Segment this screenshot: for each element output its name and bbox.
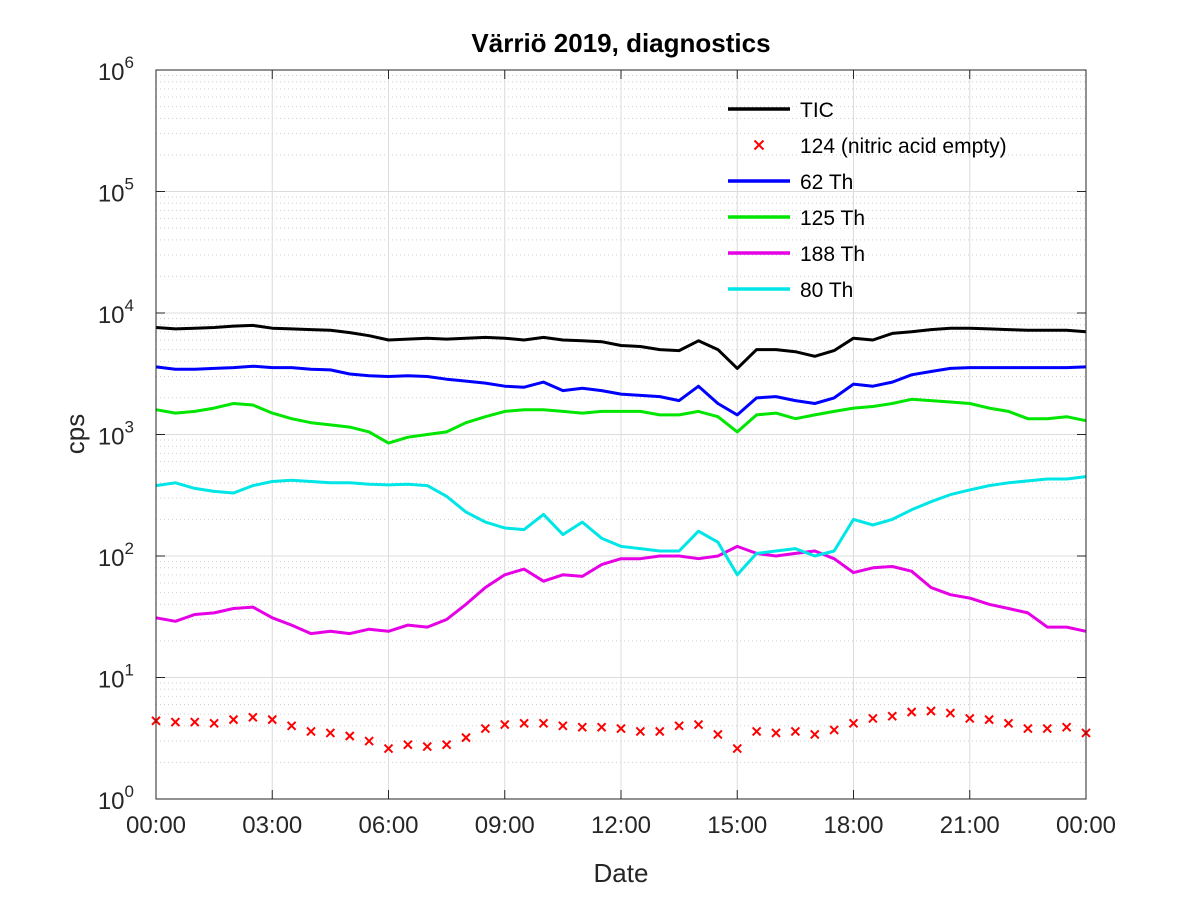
x-tick-label: 09:00: [475, 812, 535, 839]
data-point-marker: [190, 717, 200, 727]
data-point-marker: [519, 718, 529, 728]
data-point-marker: [306, 726, 316, 737]
legend-label: 188 Th: [800, 243, 865, 266]
data-point-marker: [403, 739, 413, 750]
series-line: [155, 364, 1087, 417]
x-tick-label: 18:00: [823, 812, 883, 839]
data-point-marker: [848, 718, 859, 728]
ticks: 00:00 03:00 06:00 09:00 12:00 15:00 18:00 21:00…: [98, 53, 1116, 839]
data-point-marker: [1042, 723, 1052, 734]
x-axis-label: Date: [594, 858, 649, 888]
y-tick-label: 103: [98, 418, 134, 451]
data-point-marker: [732, 743, 742, 754]
series-line: [155, 475, 1087, 577]
data-point-marker: [751, 726, 762, 737]
data-point-marker: [500, 719, 510, 730]
data-point-marker: [596, 722, 607, 732]
data-point-marker: [674, 721, 684, 731]
series-line: [155, 544, 1087, 636]
series-62: [155, 364, 1087, 417]
data-point-marker: [868, 713, 878, 724]
data-point-marker: [1003, 718, 1014, 728]
data-point-marker: [558, 721, 568, 731]
legend-label: 124 (nitric acid empty): [800, 135, 1007, 158]
x-tick-label: 00:00: [126, 812, 186, 839]
data-point-marker: [655, 726, 665, 737]
y-tick-label: 105: [98, 175, 134, 208]
data-point-marker: [248, 712, 258, 723]
y-tick-label: 101: [98, 661, 134, 694]
y-axis-label: cps: [60, 414, 90, 454]
x-tick-label: 15:00: [707, 812, 767, 839]
series-188: [155, 544, 1087, 636]
legend: TIC 124 (nitric acid empty) 62 Th 125 Th 188…: [728, 99, 1007, 302]
legend-swatch-marker: [753, 139, 765, 151]
x-tick-label: 00:00: [1056, 812, 1116, 839]
x-tick-label: 12:00: [591, 812, 651, 839]
data-point-marker: [209, 718, 219, 728]
y-tick-label: 104: [98, 296, 134, 329]
legend-label: 62 Th: [800, 171, 853, 194]
y-tick-label: 100: [98, 782, 134, 815]
data-point-marker: [383, 743, 394, 754]
data-point-marker: [577, 722, 587, 732]
data-point-marker: [422, 741, 432, 752]
x-tick-label: 03:00: [242, 812, 302, 839]
data-point-marker: [945, 708, 956, 718]
data-point-marker: [170, 717, 181, 727]
data-point-marker: [965, 713, 975, 724]
data-point-marker: [1061, 722, 1072, 732]
data-point-marker: [325, 728, 336, 738]
data-point-marker: [771, 728, 781, 738]
data-point-marker: [790, 726, 801, 737]
data-point-marker: [1023, 723, 1033, 734]
data-point-marker: [480, 723, 491, 734]
series-124: [151, 706, 1091, 754]
data-point-marker: [926, 706, 936, 716]
data-point-marker: [713, 729, 723, 740]
data-point-marker: [984, 714, 994, 725]
series-125: [155, 397, 1087, 445]
y-tick-label: 102: [98, 539, 134, 572]
data-point-marker: [887, 711, 897, 721]
chart-title: Värriö 2019, diagnostics: [471, 28, 770, 58]
x-tick-label: 21:00: [940, 812, 1000, 839]
data-point-marker: [364, 736, 374, 746]
data-point-marker: [829, 725, 839, 735]
legend-label: 125 Th: [800, 207, 865, 230]
x-tick-label: 06:00: [358, 812, 418, 839]
y-tick-label: 106: [98, 53, 134, 86]
data-point-marker: [810, 729, 820, 740]
data-point-marker: [267, 714, 277, 725]
data-point-marker: [538, 718, 549, 728]
data-point-marker: [441, 739, 452, 750]
data-point-marker: [286, 721, 297, 731]
legend-label: 80 Th: [800, 279, 853, 302]
data-point-marker: [616, 723, 626, 734]
data-point-marker: [228, 714, 239, 725]
data-point-marker: [461, 732, 471, 743]
legend-label: TIC: [800, 99, 834, 122]
data-point-marker: [693, 719, 704, 730]
series-layer: [151, 323, 1091, 754]
series-tic: [155, 323, 1087, 370]
data-point-marker: [635, 726, 646, 737]
series-line: [155, 323, 1087, 370]
series-line: [155, 397, 1087, 445]
data-point-marker: [906, 707, 917, 717]
series-80: [155, 475, 1087, 577]
data-point-marker: [345, 731, 355, 741]
